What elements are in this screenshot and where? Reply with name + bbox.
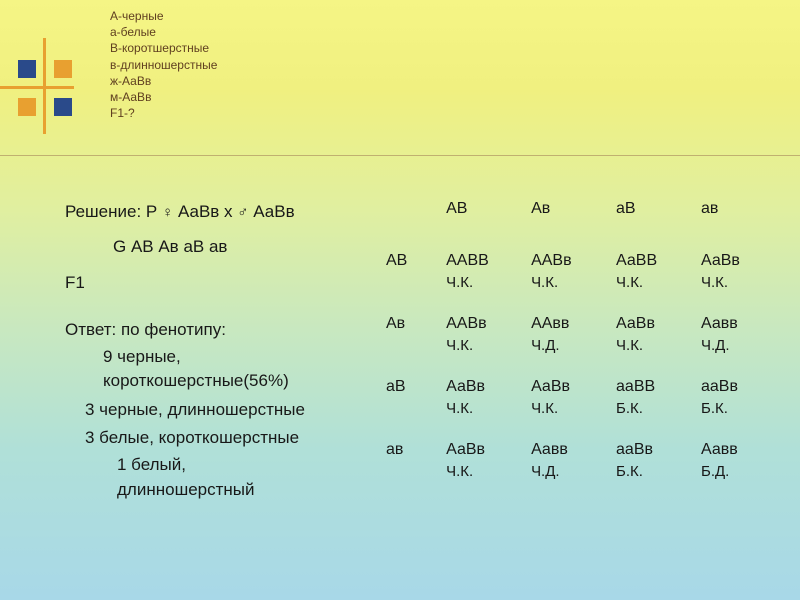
solution-column: Решение: Р ♀ АаВв х ♂ АаВв G АВ Ав аВ ав…: [0, 200, 380, 502]
horizontal-divider: [0, 155, 800, 156]
table-row: аВ АаВв АаВв ааВВ ааВв: [380, 372, 780, 400]
answer-title: Ответ: по фенотипу:: [65, 318, 380, 343]
answer-line-1b: короткошерстные(56%): [65, 369, 380, 394]
trait-line: В-коротшерстные: [110, 40, 217, 56]
row-label-empty: [380, 463, 440, 498]
trait-key-block: А-черные а-белые В-коротшерстные в-длинн…: [110, 8, 217, 121]
row-label: АВ: [380, 246, 440, 274]
f1-line: F1: [65, 271, 380, 296]
solution-label: Решение: Р: [65, 202, 157, 221]
genotype-cell: ААВв: [525, 246, 610, 274]
genotype-cell: ааВв: [695, 372, 780, 400]
phenotype-cell: Ч.К.: [525, 274, 610, 309]
trait-line: в-длинношерстные: [110, 57, 217, 73]
row-label: ав: [380, 435, 440, 463]
male-icon: ♂: [237, 202, 248, 224]
answer-line-1a: 9 черные,: [65, 345, 380, 370]
trait-line: ж-АаВв: [110, 73, 217, 89]
answer-line-2: 3 черные, длинношерстные: [65, 398, 380, 423]
answer-line-4b: длинношерстный: [65, 478, 380, 503]
main-content: Решение: Р ♀ АаВв х ♂ АаВв G АВ Ав аВ ав…: [0, 200, 800, 502]
phenotype-cell: Ч.Д.: [525, 337, 610, 372]
genotype-cell: АаВВ: [610, 246, 695, 274]
answer-line-3: 3 белые, короткошерстные: [65, 426, 380, 451]
punnett-header-cell: аВ: [610, 200, 695, 246]
genotype-cell: ааВВ: [610, 372, 695, 400]
genotype-cell: ААВВ: [440, 246, 525, 274]
genotype-cell: АаВв: [695, 246, 780, 274]
trait-line: F1-?: [110, 105, 217, 121]
answer-line-4a: 1 белый,: [65, 453, 380, 478]
table-row: Ч.К. Ч.К. Б.К. Б.К.: [380, 400, 780, 435]
phenotype-cell: Б.К.: [610, 463, 695, 498]
parents-line: Решение: Р ♀ АаВв х ♂ АаВв: [65, 200, 380, 225]
row-label: Ав: [380, 309, 440, 337]
genotype-cell: ааВв: [610, 435, 695, 463]
genotype-cell: ААвв: [525, 309, 610, 337]
genotype-cell: АаВв: [525, 372, 610, 400]
phenotype-cell: Б.Д.: [695, 463, 780, 498]
phenotype-cell: Ч.К.: [440, 337, 525, 372]
table-row: АВ ААВВ ААВв АаВВ АаВв: [380, 246, 780, 274]
parent-male: АаВв: [253, 202, 294, 221]
phenotype-cell: Ч.К.: [695, 274, 780, 309]
punnett-header-cell: АВ: [440, 200, 525, 246]
punnett-header-cell: [380, 200, 440, 246]
punnett-square: АВ Ав аВ ав АВ ААВВ ААВв АаВВ АаВв Ч.К. …: [380, 200, 780, 502]
genotype-cell: АаВв: [440, 435, 525, 463]
corner-decoration: [0, 38, 90, 178]
genotype-cell: Аавв: [525, 435, 610, 463]
phenotype-cell: Ч.К.: [610, 337, 695, 372]
genotype-cell: Аавв: [695, 309, 780, 337]
genotype-cell: ААВв: [440, 309, 525, 337]
table-row: Ч.К. Ч.К. Ч.К. Ч.К.: [380, 274, 780, 309]
row-label-empty: [380, 400, 440, 435]
phenotype-cell: Ч.К.: [610, 274, 695, 309]
phenotype-cell: Ч.Д.: [525, 463, 610, 498]
trait-line: а-белые: [110, 24, 217, 40]
parent-female: АаВв х: [178, 202, 233, 221]
phenotype-cell: Ч.К.: [525, 400, 610, 435]
table-row: Ав ААВв ААвв АаВв Аавв: [380, 309, 780, 337]
genotype-cell: АаВв: [440, 372, 525, 400]
row-label-empty: [380, 337, 440, 372]
phenotype-cell: Ч.К.: [440, 274, 525, 309]
row-label-empty: [380, 274, 440, 309]
genotype-cell: Аавв: [695, 435, 780, 463]
phenotype-cell: Ч.Д.: [695, 337, 780, 372]
trait-line: А-черные: [110, 8, 217, 24]
punnett-header-cell: ав: [695, 200, 780, 246]
table-row: Ч.К. Ч.Д. Б.К. Б.Д.: [380, 463, 780, 498]
gametes-line: G АВ Ав аВ ав: [65, 235, 380, 260]
punnett-header-cell: Ав: [525, 200, 610, 246]
phenotype-cell: Б.К.: [610, 400, 695, 435]
female-icon: ♀: [162, 202, 173, 224]
trait-line: м-АаВв: [110, 89, 217, 105]
punnett-table: АВ Ав аВ ав АВ ААВВ ААВв АаВВ АаВв Ч.К. …: [380, 200, 780, 498]
table-row: ав АаВв Аавв ааВв Аавв: [380, 435, 780, 463]
punnett-header-row: АВ Ав аВ ав: [380, 200, 780, 246]
phenotype-cell: Б.К.: [695, 400, 780, 435]
table-row: Ч.К. Ч.Д. Ч.К. Ч.Д.: [380, 337, 780, 372]
genotype-cell: АаВв: [610, 309, 695, 337]
phenotype-cell: Ч.К.: [440, 463, 525, 498]
phenotype-cell: Ч.К.: [440, 400, 525, 435]
row-label: аВ: [380, 372, 440, 400]
